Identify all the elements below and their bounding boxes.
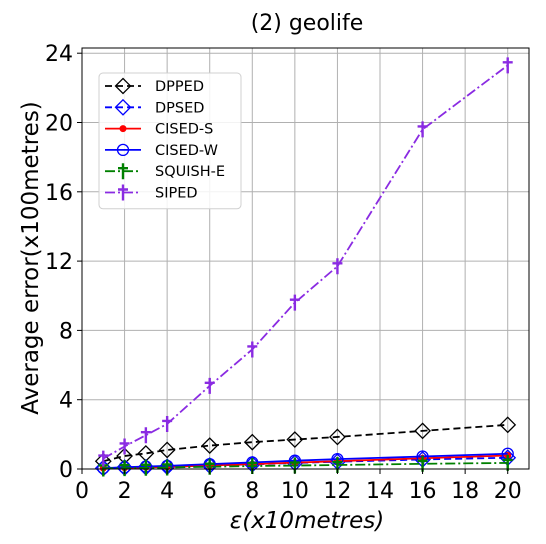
- y-axis-label: Average error(x100metres): [18, 101, 44, 415]
- series-cised-w: [97, 447, 514, 475]
- legend-marker: [119, 125, 127, 133]
- legend-label: DPSED: [155, 100, 204, 116]
- x-tick-label: 0: [75, 479, 89, 504]
- data-point: [247, 341, 258, 358]
- x-axis-label-unit: (x10metres): [242, 508, 384, 534]
- legend-box: [98, 72, 242, 210]
- legend: DPPED DPSED CISED-S CISED-W SQUISH-E SIPED: [98, 72, 242, 210]
- series-line: [102, 64, 509, 460]
- legend-label: DPPED: [155, 79, 204, 95]
- data-point: [502, 57, 513, 74]
- x-tick-label: 10: [281, 479, 309, 504]
- y-tick-label: 20: [45, 111, 73, 136]
- legend-marker: [114, 77, 132, 95]
- x-tick-label: 20: [494, 479, 522, 504]
- legend-label: CISED-S: [155, 122, 213, 138]
- x-axis-ticks: 0 2 4 6 8 10 12 14 16 18 20: [75, 469, 522, 504]
- data-point: [502, 454, 513, 471]
- x-tick-label: 2: [118, 479, 132, 504]
- series-siped: [98, 57, 513, 467]
- data-point: [158, 441, 176, 459]
- series-layer: [94, 57, 517, 477]
- series-line: [103, 423, 508, 463]
- y-tick-label: 8: [59, 319, 73, 344]
- data-point: [499, 416, 517, 434]
- legend-label: SIPED: [155, 186, 198, 202]
- x-tick-label: 8: [245, 479, 259, 504]
- y-tick-label: 4: [59, 389, 73, 414]
- x-tick-label: 18: [451, 479, 479, 504]
- legend-marker: [118, 184, 128, 201]
- y-tick-label: 24: [45, 42, 73, 67]
- x-axis-label: ε(x10metres): [230, 508, 384, 534]
- x-axis-label-symbol: ε: [230, 508, 242, 534]
- data-point: [243, 433, 261, 451]
- y-tick-label: 0: [59, 458, 73, 483]
- x-tick-label: 16: [409, 479, 437, 504]
- legend-item: DPPED: [105, 77, 204, 95]
- series-squish-e: [98, 454, 513, 477]
- series-dpped: [94, 416, 517, 470]
- data-point: [162, 415, 173, 432]
- series-line: [103, 462, 508, 470]
- data-point: [140, 459, 151, 476]
- x-tick-label: 14: [366, 479, 394, 504]
- x-tick-label: 6: [203, 479, 217, 504]
- data-point: [286, 431, 304, 448]
- y-tick-label: 16: [45, 181, 73, 206]
- series-line: [103, 452, 508, 470]
- x-tick-label: 4: [160, 479, 174, 504]
- plot-frame: [81, 47, 530, 470]
- chart-title: (2) geolife: [251, 11, 364, 36]
- legend-marker: [118, 163, 128, 180]
- y-axis-ticks: 0 4 8 12 16 20 24: [45, 42, 82, 483]
- data-point: [140, 427, 151, 444]
- data-point: [289, 294, 300, 311]
- data-point: [329, 428, 346, 446]
- legend-item: CISED-W: [105, 143, 218, 159]
- data-point: [414, 422, 431, 440]
- x-tick-label: 12: [323, 479, 351, 504]
- legend-item: CISED-S: [105, 122, 213, 138]
- data-point: [201, 437, 219, 455]
- data-point: [204, 377, 215, 394]
- data-point: [417, 121, 428, 138]
- data-point: [119, 438, 130, 455]
- legend-marker: [114, 98, 132, 116]
- legend-item: SIPED: [105, 184, 198, 202]
- legend-marker: [116, 143, 130, 157]
- y-tick-label: 12: [45, 250, 73, 275]
- legend-label: CISED-W: [155, 143, 218, 159]
- legend-label: SQUISH-E: [155, 164, 225, 180]
- legend-item: DPSED: [105, 98, 204, 116]
- legend-item: SQUISH-E: [105, 163, 225, 180]
- data-point: [98, 450, 109, 467]
- data-point: [332, 258, 343, 275]
